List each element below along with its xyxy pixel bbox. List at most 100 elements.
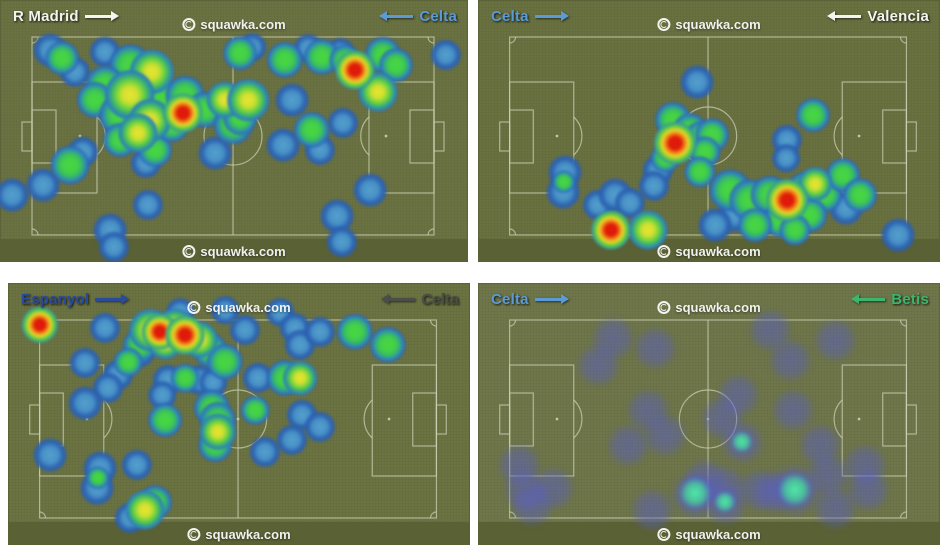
squawka-logo-icon bbox=[187, 301, 201, 314]
heat-blob bbox=[552, 170, 576, 194]
home-team-name: Celta bbox=[491, 8, 529, 25]
squawka-watermark-top: squawka.com bbox=[657, 300, 761, 315]
watermark-text: squawka.com bbox=[675, 17, 761, 32]
home-team-name: Celta bbox=[491, 291, 529, 308]
heat-blob bbox=[121, 449, 153, 481]
heatmap-blobs bbox=[478, 0, 940, 262]
away-team-name: Celta bbox=[421, 291, 459, 308]
attack-direction-left-arrow-icon bbox=[379, 11, 414, 21]
heat-blob bbox=[680, 65, 714, 99]
squawka-watermark-top: squawka.com bbox=[187, 300, 291, 315]
heat-blob bbox=[89, 312, 121, 344]
heat-blob bbox=[796, 98, 830, 132]
heat-blob bbox=[336, 313, 374, 351]
heat-blob bbox=[769, 339, 811, 381]
heat-blob bbox=[170, 363, 200, 393]
heat-blob bbox=[165, 315, 205, 355]
heat-blob bbox=[577, 344, 619, 386]
heat-blob bbox=[638, 170, 670, 202]
heat-blob bbox=[113, 347, 143, 377]
heat-blob bbox=[163, 93, 203, 133]
heat-blob bbox=[249, 436, 281, 468]
home-team-name: R Madrid bbox=[13, 8, 79, 25]
squawka-watermark-bottom: squawka.com bbox=[657, 527, 761, 542]
heat-blob bbox=[148, 403, 182, 437]
heat-blob bbox=[628, 210, 668, 250]
heat-blob bbox=[132, 189, 164, 221]
heat-blob bbox=[607, 424, 649, 466]
heat-blob bbox=[327, 107, 359, 139]
heat-blob bbox=[227, 79, 269, 121]
attack-direction-left-arrow-icon bbox=[851, 294, 886, 304]
squawka-logo-icon bbox=[657, 245, 671, 258]
heat-blob bbox=[335, 50, 375, 90]
watermark-text: squawka.com bbox=[675, 300, 761, 315]
heat-blob bbox=[776, 471, 814, 509]
heat-blob bbox=[86, 466, 110, 490]
watermark-text: squawka.com bbox=[200, 244, 286, 259]
heatmap-blobs bbox=[478, 283, 940, 545]
squawka-watermark-bottom: squawka.com bbox=[187, 527, 291, 542]
heat-blob bbox=[266, 41, 304, 79]
heat-blob bbox=[644, 414, 686, 456]
squawka-logo-icon bbox=[182, 245, 196, 258]
heat-blob bbox=[698, 208, 732, 242]
watermark-text: squawka.com bbox=[675, 244, 761, 259]
heat-blob bbox=[118, 113, 158, 153]
squawka-watermark-top: squawka.com bbox=[182, 17, 286, 32]
watermark-band bbox=[478, 239, 940, 262]
heat-blob bbox=[293, 111, 331, 149]
heat-blob bbox=[33, 438, 67, 472]
heat-blob bbox=[0, 178, 29, 212]
squawka-logo-icon bbox=[182, 18, 196, 31]
heatmap-panel-espanyol-vs-celta: squawka.com squawka.com Espanyol Celta bbox=[8, 283, 470, 545]
heat-blob bbox=[68, 386, 102, 420]
away-team-label: Celta bbox=[381, 291, 459, 308]
heat-blob bbox=[199, 413, 237, 451]
heatmap-blobs bbox=[8, 283, 470, 545]
heat-blob bbox=[369, 326, 407, 364]
heat-blob bbox=[430, 39, 462, 71]
heat-blob bbox=[21, 306, 59, 344]
squawka-watermark-bottom: squawka.com bbox=[657, 244, 761, 259]
attack-direction-right-arrow-icon bbox=[95, 294, 130, 304]
heat-blob bbox=[634, 327, 676, 369]
squawka-logo-icon bbox=[657, 528, 671, 541]
away-team-name: Valencia bbox=[867, 8, 929, 25]
away-team-name: Celta bbox=[419, 8, 457, 25]
heat-blob bbox=[276, 424, 308, 456]
heat-blob bbox=[713, 490, 737, 514]
home-team-label: Celta bbox=[491, 291, 569, 308]
heat-blob bbox=[814, 487, 856, 529]
heat-blob bbox=[125, 490, 165, 530]
heat-blob bbox=[229, 314, 261, 346]
heat-blob bbox=[654, 122, 696, 164]
watermark-text: squawka.com bbox=[205, 300, 291, 315]
heat-blob bbox=[881, 218, 915, 252]
heat-blob bbox=[98, 231, 130, 262]
heat-blob bbox=[275, 83, 309, 117]
heatmap-blobs bbox=[0, 0, 468, 262]
heat-blob bbox=[283, 361, 317, 395]
heat-blob bbox=[511, 484, 553, 526]
home-team-label: Celta bbox=[491, 8, 569, 25]
squawka-logo-icon bbox=[657, 18, 671, 31]
away-team-label: Celta bbox=[379, 8, 457, 25]
heatmap-panel-celta-vs-valencia: squawka.com squawka.com Celta Valencia bbox=[478, 0, 940, 262]
heat-blob bbox=[326, 226, 358, 258]
heatmap-panel-rmadrid-vs-celta: squawka.com squawka.com R Madrid Celta bbox=[0, 0, 468, 262]
watermark-text: squawka.com bbox=[675, 527, 761, 542]
heat-blob bbox=[730, 430, 754, 454]
heat-blob bbox=[591, 210, 631, 250]
heat-blob bbox=[772, 389, 814, 431]
attack-direction-right-arrow-icon bbox=[534, 11, 569, 21]
squawka-logo-icon bbox=[657, 301, 671, 314]
attack-direction-left-arrow-icon bbox=[827, 11, 862, 21]
squawka-watermark-bottom: squawka.com bbox=[182, 244, 286, 259]
home-team-label: Espanyol bbox=[21, 291, 130, 308]
heat-blob bbox=[738, 208, 772, 242]
heat-blob bbox=[814, 319, 856, 361]
heatmap-panel-celta-vs-betis: squawka.com squawka.com Celta Betis bbox=[478, 283, 940, 545]
heat-blob bbox=[678, 476, 712, 510]
